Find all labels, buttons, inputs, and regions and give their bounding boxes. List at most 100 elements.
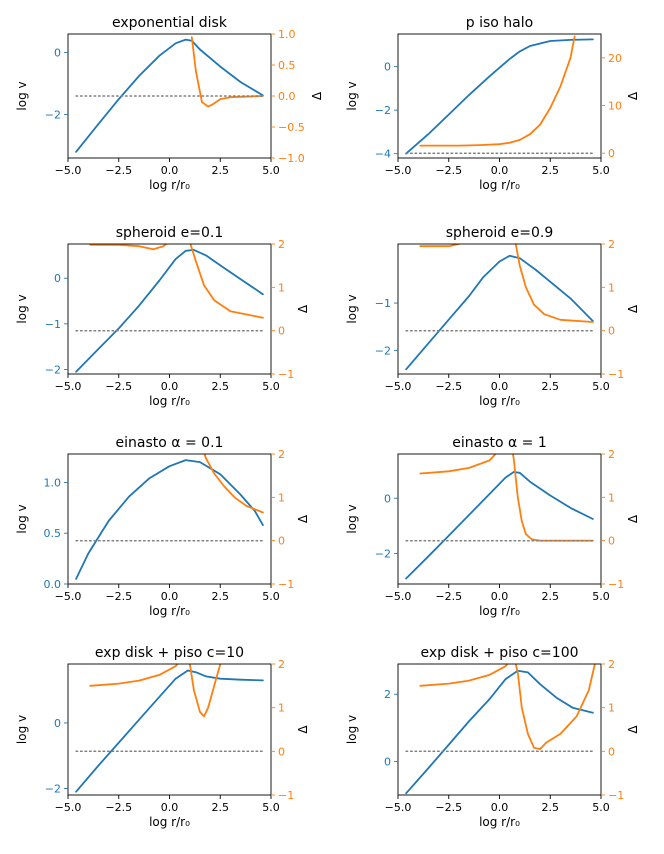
x-axis-label: log r/r₀ [149,815,190,829]
x-tick-label: −5.0 [385,590,412,603]
x-axis-label: log r/r₀ [149,394,190,408]
x-tick-label: 5.0 [262,590,280,603]
x-tick-label: 0.0 [491,164,509,177]
y-axis-label: log v [15,81,29,110]
y-tick-label: −1 [45,318,61,331]
log-v-series-line [75,248,264,373]
chart-panel-4: spheroid e=0.9 −5.0 −2.5 0.0 2.5 5.0 log r/r₀ −… [345,225,640,408]
x-tick-label: −5.0 [55,590,82,603]
y-tick-label: −2 [375,548,391,561]
x-tick-label: −5.0 [55,380,82,393]
delta-series-line [419,454,594,542]
x-tick-label: 0.0 [161,164,179,177]
y-axis-label: log v [345,81,359,110]
x-tick-label: 2.5 [542,590,560,603]
y2-tick-label: 0 [608,325,615,338]
chart-title: p iso halo [466,15,533,31]
y-tick-label: 1.0 [44,476,62,489]
y-tick-label: −2 [45,782,61,795]
x-tick-label: 2.5 [542,164,560,177]
y2-tick-label: −1 [278,789,294,802]
chart-panel-6: einasto α = 1 −5.0 −2.5 0.0 2.5 5.0 log r/r₀ −2… [345,435,640,618]
y-axis-label: log v [15,504,29,533]
y-tick-label: 0 [384,492,391,505]
log-v-series-line [405,471,594,580]
y2-tick-label: 0 [278,535,285,548]
log-v-series-line [405,254,594,371]
y-tick-label: 0 [54,47,61,60]
x-tick-label: 2.5 [212,801,230,814]
y-tick-label: 0.0 [44,578,62,591]
x-tick-label: 2.5 [212,590,230,603]
axes-frame [397,663,602,796]
x-tick-label: 5.0 [262,801,280,814]
x-tick-label: −2.5 [435,380,462,393]
y2-axis-label: Δ [626,514,640,523]
y2-axis-label: Δ [296,304,310,313]
x-tick-label: −2.5 [435,590,462,603]
chart-title: spheroid e=0.9 [446,225,554,241]
y2-tick-label: 2 [608,238,615,251]
chart-panel-2: p iso halo −5.0 −2.5 0.0 2.5 5.0 log r/r₀ −4 −2 0… [345,15,640,192]
y2-tick-label: 1 [278,281,285,294]
y-axis-label: log v [345,504,359,533]
x-tick-label: 5.0 [592,590,610,603]
x-tick-label: 2.5 [542,801,560,814]
y2-tick-label: 0 [608,535,615,548]
chart-panel-3: spheroid e=0.1 −5.0 −2.5 0.0 2.5 5.0 log r/r₀ −… [15,225,310,408]
y2-axis-label: Δ [296,725,310,734]
y2-tick-label: 2 [608,448,615,461]
x-axis-label: log r/r₀ [149,604,190,618]
y-axis-label: log v [345,294,359,323]
x-tick-label: −2.5 [435,801,462,814]
y2-axis-label: Δ [296,514,310,523]
y2-tick-label: 0 [608,147,615,160]
y2-tick-label: 2 [278,448,285,461]
y2-tick-label: −1 [608,789,624,802]
chart-panel-1: exponential disk −5.0 −2.5 0.0 2.5 5.0 log r/r… [15,15,324,192]
y2-axis-label: Δ [626,725,640,734]
chart-title: einasto α = 1 [452,435,547,451]
y2-tick-label: −0.5 [278,121,305,134]
chart-panel-7: exp disk + piso c=10 −5.0 −2.5 0.0 2.5 5.0 log… [15,645,310,829]
x-tick-label: 0.0 [161,380,179,393]
y-tick-label: 0 [54,272,61,285]
x-tick-label: −2.5 [435,164,462,177]
x-tick-label: −5.0 [385,801,412,814]
x-tick-label: 2.5 [212,164,230,177]
x-tick-label: 5.0 [592,380,610,393]
y2-tick-label: −1 [608,368,624,381]
chart-title: spheroid e=0.1 [116,225,224,241]
y2-tick-label: 0 [278,745,285,758]
y2-tick-label: 2 [278,658,285,671]
chart-title: exponential disk [112,15,228,31]
y2-tick-label: 1 [278,491,285,504]
x-tick-label: 2.5 [212,380,230,393]
y-tick-label: −2 [45,109,61,122]
x-tick-label: −5.0 [385,164,412,177]
chart-panel-5: einasto α = 0.1 −5.0 −2.5 0.0 2.5 5.0 log r/r₀… [15,435,310,618]
axes-frame [397,243,602,375]
y2-tick-label: −1 [278,368,294,381]
x-axis-label: log r/r₀ [149,178,190,192]
y2-tick-label: 1 [278,702,285,715]
x-tick-label: 5.0 [592,801,610,814]
delta-series-line [419,664,596,750]
chart-panel-8: exp disk + piso c=100 −5.0 −2.5 0.0 2.5 5.0 lo… [345,645,640,829]
chart-title: exp disk + piso c=10 [95,645,244,661]
log-v-series-line [75,459,264,580]
y-tick-label: −2 [45,363,61,376]
y-tick-label: 0 [384,755,391,768]
log-v-series-line [75,669,264,793]
delta-series-line [419,35,576,147]
delta-series-line [89,664,222,718]
x-tick-label: 5.0 [262,380,280,393]
x-tick-label: −2.5 [105,164,132,177]
x-tick-label: −2.5 [105,590,132,603]
x-tick-label: 0.0 [161,801,179,814]
x-axis-label: log r/r₀ [479,815,520,829]
y-tick-label: −1 [375,297,391,310]
y2-axis-label: Δ [310,91,324,100]
delta-series-line [419,244,594,323]
